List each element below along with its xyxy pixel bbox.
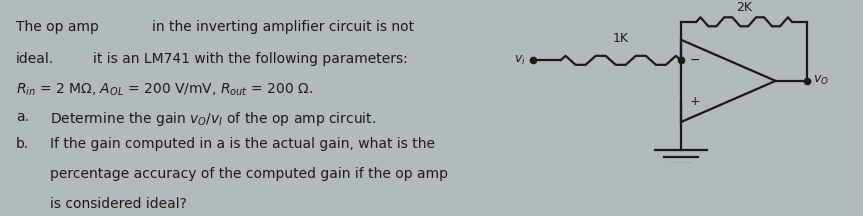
Text: The op amp: The op amp	[16, 20, 99, 34]
Text: Determine the gain $v_O$/$v_I$ of the op amp circuit.: Determine the gain $v_O$/$v_I$ of the op…	[50, 110, 376, 128]
Text: 2K: 2K	[736, 1, 753, 14]
Text: ideal.: ideal.	[16, 52, 54, 66]
Text: a.: a.	[16, 110, 29, 124]
Text: $R_{in}$ = 2 M$\Omega$, $A_{OL}$ = 200 V/mV, $R_{out}$ = 200 $\Omega$.: $R_{in}$ = 2 M$\Omega$, $A_{OL}$ = 200 V…	[16, 82, 313, 98]
Text: −: −	[690, 54, 700, 67]
Text: percentage accuracy of the computed gain if the op amp: percentage accuracy of the computed gain…	[50, 167, 449, 181]
Text: it is an LM741 with the following parameters:: it is an LM741 with the following parame…	[93, 52, 408, 66]
Text: in the inverting amplifier circuit is not: in the inverting amplifier circuit is no…	[152, 20, 414, 34]
Text: +: +	[690, 95, 700, 108]
Text: $v_O$: $v_O$	[814, 74, 829, 87]
Text: If the gain computed in a is the actual gain, what is the: If the gain computed in a is the actual …	[50, 137, 436, 151]
Text: $v_i$: $v_i$	[514, 54, 526, 67]
Text: b.: b.	[16, 137, 29, 151]
Text: is considered ideal?: is considered ideal?	[50, 197, 187, 211]
Text: 1K: 1K	[613, 32, 629, 45]
